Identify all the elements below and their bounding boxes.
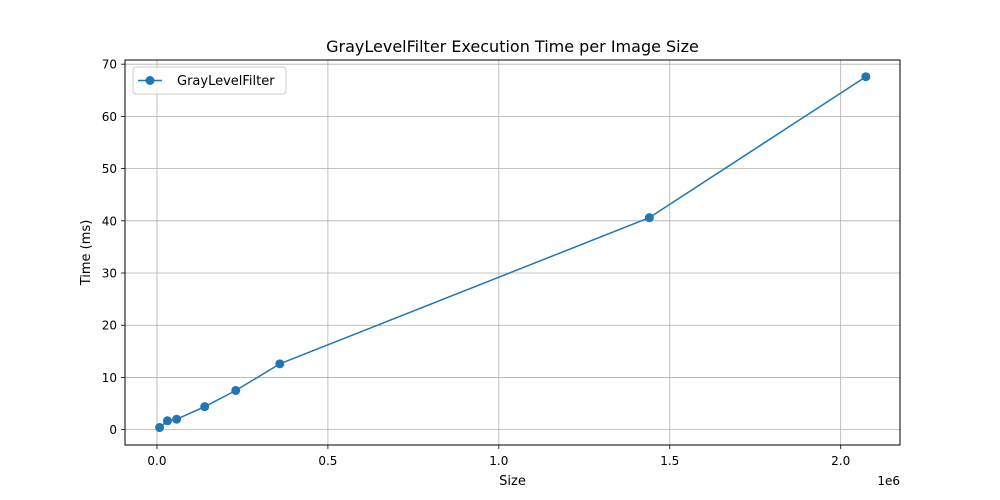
y-axis-label: Time (ms) xyxy=(79,220,94,287)
data-point xyxy=(644,213,654,223)
y-tick-label: 0 xyxy=(109,423,117,437)
grid xyxy=(125,60,900,445)
y-tick-label: 10 xyxy=(102,371,117,385)
y-tick-label: 60 xyxy=(102,110,117,124)
y-tick-label: 50 xyxy=(102,162,117,176)
y-tick-label: 70 xyxy=(102,58,117,72)
y-tick-label: 20 xyxy=(102,319,117,333)
x-tick-label: 1.0 xyxy=(489,454,508,468)
data-point xyxy=(861,72,871,82)
y-tick-label: 40 xyxy=(102,214,117,228)
x-tick-label: 2.0 xyxy=(831,454,850,468)
data-point xyxy=(275,359,285,369)
ticks: 0.0 0.5 1.0 1.5 2.0 0 10 20 30 40 50 60 70 xyxy=(102,58,851,468)
plot-frame xyxy=(124,59,901,446)
series-layer xyxy=(155,72,871,433)
y-tick-label: 30 xyxy=(102,267,117,281)
x-tick-label: 0.0 xyxy=(147,454,166,468)
x-tick-label: 0.5 xyxy=(318,454,337,468)
legend-label: GrayLevelFilter xyxy=(177,74,275,89)
data-point xyxy=(231,385,241,395)
data-point xyxy=(155,423,165,433)
legend: GrayLevelFilter xyxy=(132,66,287,95)
x-axis-offset-label: 1e6 xyxy=(877,474,900,488)
legend-box xyxy=(132,66,287,95)
x-axis-label: Size xyxy=(499,474,526,489)
data-point xyxy=(200,402,210,412)
data-point xyxy=(162,416,172,426)
data-point xyxy=(172,414,182,424)
x-tick-label: 1.5 xyxy=(660,454,679,468)
chart-title: GrayLevelFilter Execution Time per Image… xyxy=(326,37,699,56)
legend-marker xyxy=(145,76,155,85)
